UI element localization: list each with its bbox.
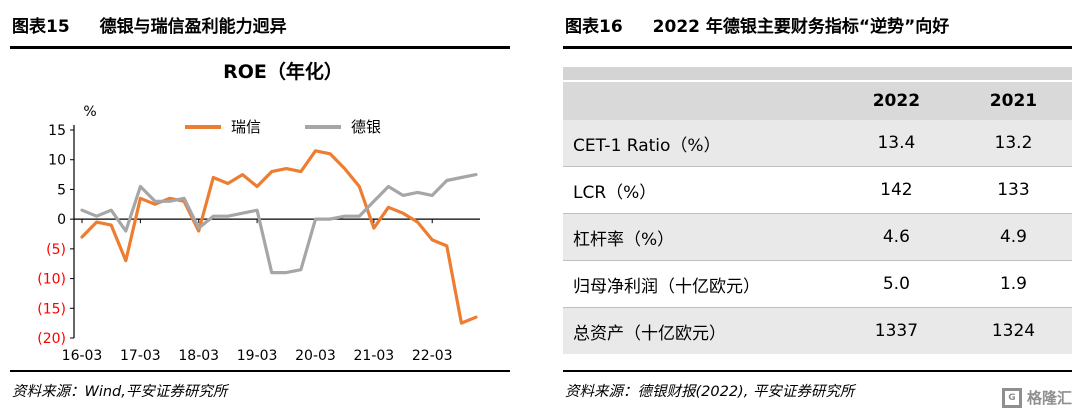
row-label: 总资产（十亿欧元）: [563, 307, 838, 354]
gelonghui-logo-icon: G: [1001, 387, 1022, 408]
row-value: 1.9: [954, 260, 1072, 308]
svg-text:(5): (5): [46, 242, 66, 258]
row-value: 142: [837, 166, 955, 214]
chart-legend: 瑞信 德银: [10, 116, 510, 137]
row-value: 1324: [954, 307, 1072, 354]
chart-panel: 图表15 德银与瑞信盈利能力迥异 ROE（年化） 瑞信 德银 15 10 5 0 (5)…: [10, 6, 510, 406]
table-row: CET-1 Ratio（%） 13.4 13.2: [563, 120, 1072, 167]
financial-indicators-table: 2022 2021 CET-1 Ratio（%） 13.4 13.2 LCR（%） 14…: [563, 82, 1072, 354]
svg-text:(10): (10): [37, 272, 66, 288]
table-panel: 图表16 2022 年德银主要财务指标“逆势”向好 2022 2021 CET-…: [563, 6, 1072, 406]
legend-item-deutsche-bank: 德银: [305, 116, 381, 137]
figure-title: 2022 年德银主要财务指标“逆势”向好: [652, 17, 950, 37]
table-row: LCR（%） 142 133: [563, 166, 1072, 214]
row-label: LCR（%）: [563, 166, 838, 214]
table-panel-header: 图表16 2022 年德银主要财务指标“逆势”向好: [563, 6, 1072, 49]
svg-text:(15): (15): [37, 301, 66, 317]
legend-label-deutsche-bank: 德银: [351, 118, 382, 136]
chart-title: ROE（年化）: [223, 61, 343, 83]
column-header-2021: 2021: [954, 82, 1072, 120]
row-value: 13.4: [837, 120, 955, 167]
gelonghui-logo-text: 格隆汇: [1026, 389, 1072, 407]
svg-text:17-03: 17-03: [120, 348, 161, 364]
svg-text:0: 0: [57, 212, 66, 228]
row-label: 杠杆率（%）: [563, 213, 838, 261]
svg-text:5: 5: [57, 182, 66, 198]
svg-text:18-03: 18-03: [178, 348, 219, 364]
table-source: 资料来源：德银财报(2022), 平安证券研究所: [563, 370, 1072, 401]
legend-line-deutsche-bank: [305, 124, 341, 129]
svg-text:%: %: [83, 104, 96, 120]
svg-text:20-03: 20-03: [295, 348, 336, 364]
table-source-text: 资料来源：德银财报(2022), 平安证券研究所: [565, 384, 855, 400]
table-row: 总资产（十亿欧元） 1337 1324: [563, 307, 1072, 354]
row-value: 5.0: [837, 260, 955, 308]
svg-text:(20): (20): [37, 331, 66, 347]
chart-source: 资料来源：Wind,平安证券研究所: [10, 370, 510, 401]
figure-tag: 图表16: [565, 17, 623, 37]
row-value: 4.6: [837, 213, 955, 261]
figure-title: 德银与瑞信盈利能力迥异: [99, 17, 287, 37]
chart-panel-header: 图表15 德银与瑞信盈利能力迥异: [10, 6, 510, 49]
row-value: 1337: [837, 307, 955, 354]
svg-text:19-03: 19-03: [237, 348, 278, 364]
row-label: 归母净利润（十亿欧元）: [563, 260, 838, 308]
gelonghui-watermark: G 格隆汇: [1001, 387, 1072, 408]
table-header-strip: [563, 67, 1072, 80]
chart-source-text: 资料来源：Wind,平安证券研究所: [12, 384, 228, 400]
table-row: 杠杆率（%） 4.6 4.9: [563, 213, 1072, 261]
row-value: 13.2: [954, 120, 1072, 167]
roe-chart: 瑞信 德银 15 10 5 0 (5) (10) (15) (20) 16-03 17-03 18-…: [10, 86, 510, 380]
svg-text:10: 10: [48, 153, 66, 169]
table-header-row: 2022 2021: [563, 82, 1072, 120]
legend-line-credit-suisse: [184, 124, 221, 129]
row-label: CET-1 Ratio（%）: [563, 120, 838, 167]
legend-item-credit-suisse: 瑞信: [184, 116, 261, 137]
roe-line-chart-svg: 15 10 5 0 (5) (10) (15) (20)16-03 17-03 18-03 19-0…: [37, 104, 480, 364]
svg-text:22-03: 22-03: [412, 348, 453, 364]
table-row: 归母净利润（十亿欧元） 5.0 1.9: [563, 260, 1072, 308]
svg-text:16-03: 16-03: [62, 348, 103, 364]
row-value: 133: [954, 166, 1072, 214]
column-header-2022: 2022: [837, 82, 955, 120]
row-value: 4.9: [954, 213, 1072, 261]
figure-tag: 图表15: [12, 17, 70, 37]
legend-label-credit-suisse: 瑞信: [230, 118, 261, 136]
svg-text:21-03: 21-03: [354, 348, 395, 364]
svg-text:15: 15: [48, 123, 66, 139]
column-header-label: [563, 82, 838, 120]
